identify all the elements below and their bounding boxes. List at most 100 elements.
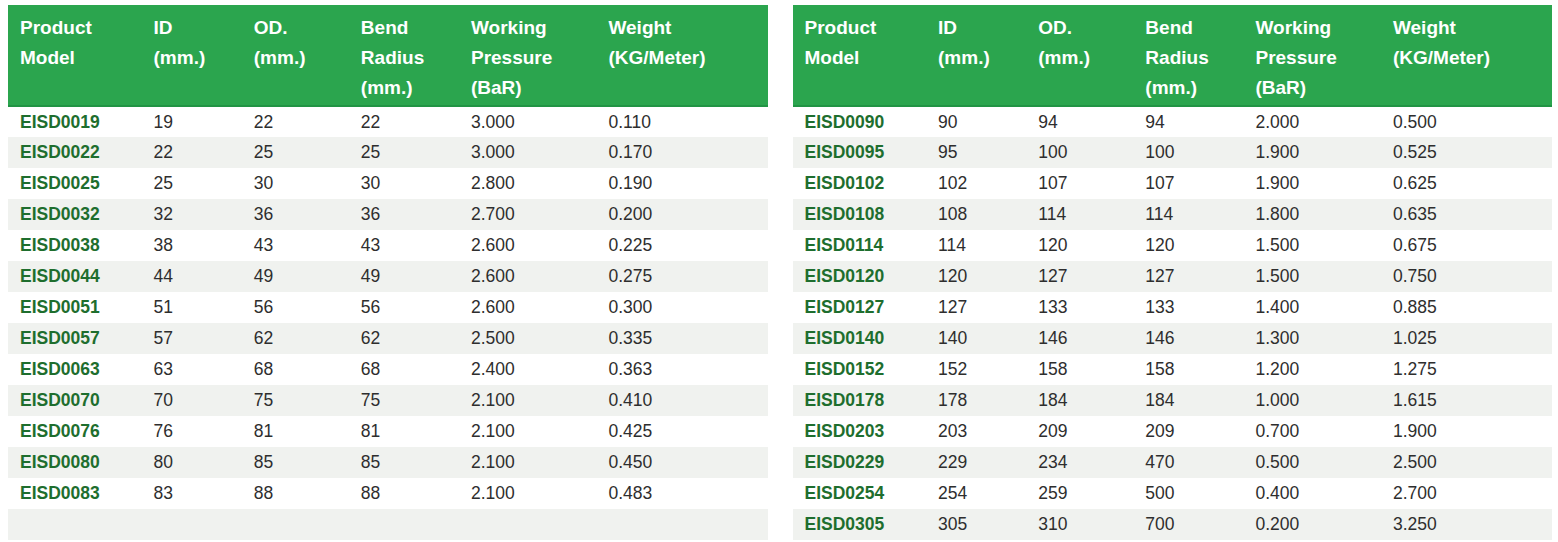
value-cell: 0.885 bbox=[1391, 292, 1552, 323]
table-row: EISD00222225253.0000.170 bbox=[8, 137, 768, 168]
value-cell: 85 bbox=[252, 447, 359, 478]
value-cell: 146 bbox=[1143, 323, 1253, 354]
value-cell: 0.450 bbox=[606, 447, 767, 478]
table-row: EISD00909094942.0000.500 bbox=[793, 106, 1553, 137]
value-cell: 94 bbox=[1036, 106, 1143, 137]
product-model-cell: EISD0063 bbox=[8, 354, 152, 385]
value-cell: 30 bbox=[252, 168, 359, 199]
product-model-cell: EISD0229 bbox=[793, 447, 937, 478]
table-row: EISD00808085852.1000.450 bbox=[8, 447, 768, 478]
value-cell: 56 bbox=[359, 292, 469, 323]
value-cell: 36 bbox=[359, 199, 469, 230]
value-cell: 2.100 bbox=[469, 447, 606, 478]
value-cell: 25 bbox=[252, 137, 359, 168]
empty-cell bbox=[252, 509, 359, 540]
value-cell: 2.100 bbox=[469, 478, 606, 509]
value-cell: 95 bbox=[936, 137, 1036, 168]
value-cell: 0.425 bbox=[606, 416, 767, 447]
value-cell: 305 bbox=[936, 509, 1036, 540]
value-cell: 127 bbox=[1143, 261, 1253, 292]
value-cell: 100 bbox=[1143, 137, 1253, 168]
value-cell: 19 bbox=[152, 106, 252, 137]
product-model-cell: EISD0095 bbox=[793, 137, 937, 168]
value-cell: 1.615 bbox=[1391, 385, 1552, 416]
product-model-cell: EISD0051 bbox=[8, 292, 152, 323]
product-model-cell: EISD0102 bbox=[793, 168, 937, 199]
value-cell: 75 bbox=[359, 385, 469, 416]
table-row: EISD01401401461461.3001.025 bbox=[793, 323, 1553, 354]
value-cell: 1.200 bbox=[1253, 354, 1390, 385]
value-cell: 81 bbox=[359, 416, 469, 447]
value-cell: 1.000 bbox=[1253, 385, 1390, 416]
value-cell: 0.483 bbox=[606, 478, 767, 509]
table-row: EISD00515156562.6000.300 bbox=[8, 292, 768, 323]
value-cell: 36 bbox=[252, 199, 359, 230]
table-row: EISD00383843432.6000.225 bbox=[8, 230, 768, 261]
header-row: Product ModelID (mm.)OD. (mm.)Bend Radiu… bbox=[793, 5, 1553, 106]
value-cell: 0.675 bbox=[1391, 230, 1552, 261]
value-cell: 133 bbox=[1143, 292, 1253, 323]
product-model-cell: EISD0120 bbox=[793, 261, 937, 292]
column-header: OD. (mm.) bbox=[1036, 5, 1143, 106]
value-cell: 0.110 bbox=[606, 106, 767, 137]
product-model-cell: EISD0019 bbox=[8, 106, 152, 137]
value-cell: 133 bbox=[1036, 292, 1143, 323]
value-cell: 0.200 bbox=[1253, 509, 1390, 540]
value-cell: 1.900 bbox=[1391, 416, 1552, 447]
spec-table-right: Product ModelID (mm.)OD. (mm.)Bend Radiu… bbox=[793, 5, 1553, 540]
table-row: EISD00191922223.0000.110 bbox=[8, 106, 768, 137]
value-cell: 3.000 bbox=[469, 106, 606, 137]
table-row: EISD01081081141141.8000.635 bbox=[793, 199, 1553, 230]
value-cell: 68 bbox=[359, 354, 469, 385]
value-cell: 88 bbox=[359, 478, 469, 509]
table-row: EISD00707075752.1000.410 bbox=[8, 385, 768, 416]
value-cell: 76 bbox=[152, 416, 252, 447]
product-spec-page: Product ModelID (mm.)OD. (mm.)Bend Radiu… bbox=[0, 0, 1558, 542]
value-cell: 254 bbox=[936, 478, 1036, 509]
value-cell: 0.635 bbox=[1391, 199, 1552, 230]
value-cell: 0.400 bbox=[1253, 478, 1390, 509]
value-cell: 1.500 bbox=[1253, 230, 1390, 261]
table-row: EISD00323236362.7000.200 bbox=[8, 199, 768, 230]
table-row: EISD01201201271271.5000.750 bbox=[793, 261, 1553, 292]
value-cell: 25 bbox=[152, 168, 252, 199]
value-cell: 120 bbox=[1143, 230, 1253, 261]
value-cell: 43 bbox=[359, 230, 469, 261]
value-cell: 0.525 bbox=[1391, 137, 1552, 168]
value-cell: 75 bbox=[252, 385, 359, 416]
table-row: EISD02542542595000.4002.700 bbox=[793, 478, 1553, 509]
value-cell: 127 bbox=[1036, 261, 1143, 292]
value-cell: 1.900 bbox=[1253, 137, 1390, 168]
column-header: Bend Radius (mm.) bbox=[359, 5, 469, 106]
value-cell: 0.170 bbox=[606, 137, 767, 168]
product-model-cell: EISD0108 bbox=[793, 199, 937, 230]
product-model-cell: EISD0083 bbox=[8, 478, 152, 509]
value-cell: 94 bbox=[1143, 106, 1253, 137]
value-cell: 22 bbox=[359, 106, 469, 137]
product-model-cell: EISD0070 bbox=[8, 385, 152, 416]
value-cell: 114 bbox=[1143, 199, 1253, 230]
empty-cell bbox=[469, 509, 606, 540]
table-row: EISD01781781841841.0001.615 bbox=[793, 385, 1553, 416]
value-cell: 184 bbox=[1143, 385, 1253, 416]
value-cell: 3.250 bbox=[1391, 509, 1552, 540]
value-cell: 2.500 bbox=[1391, 447, 1552, 478]
value-cell: 2.600 bbox=[469, 292, 606, 323]
value-cell: 0.225 bbox=[606, 230, 767, 261]
value-cell: 158 bbox=[1036, 354, 1143, 385]
value-cell: 2.100 bbox=[469, 385, 606, 416]
value-cell: 1.400 bbox=[1253, 292, 1390, 323]
empty-cell bbox=[152, 509, 252, 540]
value-cell: 38 bbox=[152, 230, 252, 261]
value-cell: 30 bbox=[359, 168, 469, 199]
product-model-cell: EISD0203 bbox=[793, 416, 937, 447]
value-cell: 0.500 bbox=[1391, 106, 1552, 137]
table-row: EISD01141141201201.5000.675 bbox=[793, 230, 1553, 261]
value-cell: 120 bbox=[936, 261, 1036, 292]
value-cell: 32 bbox=[152, 199, 252, 230]
value-cell: 0.750 bbox=[1391, 261, 1552, 292]
header-row: Product ModelID (mm.)OD. (mm.)Bend Radiu… bbox=[8, 5, 768, 106]
table-row: EISD01271271331331.4000.885 bbox=[793, 292, 1553, 323]
column-header: ID (mm.) bbox=[152, 5, 252, 106]
value-cell: 2.500 bbox=[469, 323, 606, 354]
